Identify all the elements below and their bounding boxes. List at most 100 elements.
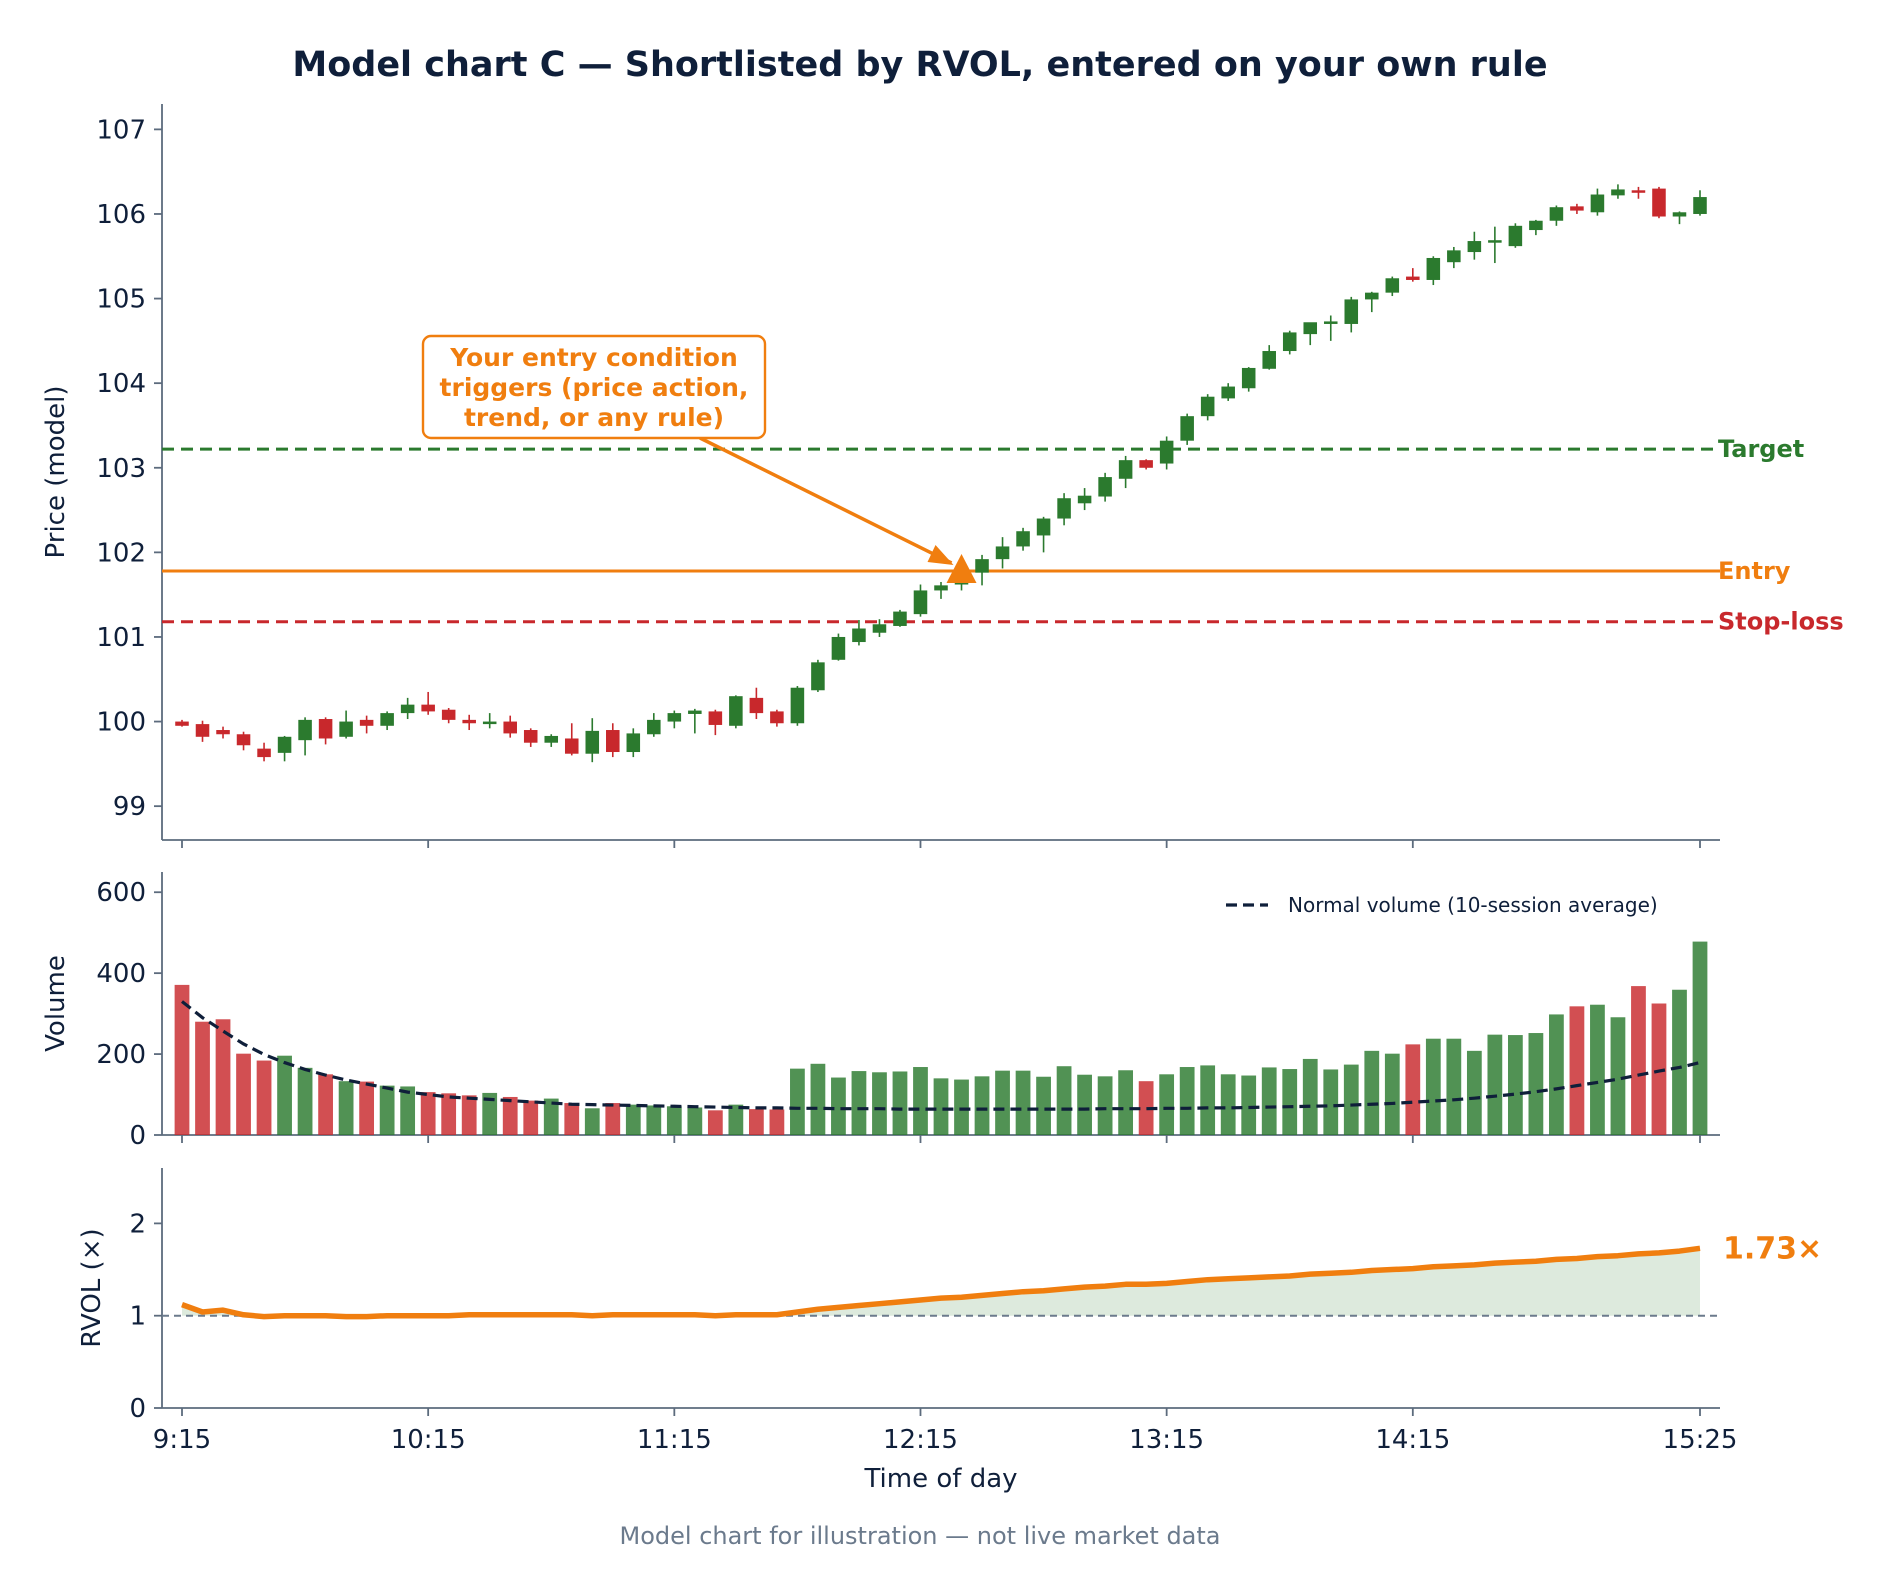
candle-body (1200, 396, 1215, 417)
candle-body (708, 711, 723, 725)
volume-bar (1159, 1074, 1175, 1135)
volume-bar (1610, 1017, 1626, 1135)
candle-body (1549, 207, 1564, 221)
volume-bar (441, 1093, 457, 1135)
candle-body (1323, 321, 1338, 324)
level-label-target: Target (1718, 435, 1804, 463)
candle-body (1159, 440, 1174, 464)
price-y-tick-label: 104 (96, 369, 146, 399)
volume-bar (338, 1081, 354, 1135)
candle-body (1529, 220, 1543, 231)
candle-body (790, 687, 805, 724)
normal-volume-line (181, 1000, 1701, 1111)
volume-bar (1097, 1076, 1113, 1135)
candle-body (1508, 225, 1523, 247)
candle-body (441, 709, 456, 720)
footer-note: Model chart for illustration — not live … (620, 1522, 1221, 1550)
candle-body (1077, 495, 1092, 504)
candle-body (318, 719, 333, 739)
volume-bar (195, 1021, 210, 1135)
candle-body (564, 738, 579, 754)
volume-bar (1528, 1033, 1544, 1135)
candle-body (1488, 240, 1502, 243)
rvol-y-tick-label: 2 (129, 1209, 146, 1239)
volume-bar (666, 1106, 682, 1135)
annotation-arrow-head (927, 544, 954, 565)
candle-body (482, 721, 497, 725)
volume-bar (954, 1079, 969, 1135)
candle-body (1590, 194, 1605, 213)
annotation-arrow-line (699, 436, 953, 565)
volume-bar (1036, 1076, 1051, 1135)
candle-body (1221, 386, 1235, 399)
candle-body (175, 721, 189, 726)
volume-bar (1056, 1066, 1072, 1135)
candle-body (1262, 351, 1276, 369)
candle-body (359, 719, 374, 726)
candle-body (1057, 498, 1071, 519)
candle-body (729, 696, 743, 726)
candle-body (913, 590, 928, 615)
candle-body (1365, 292, 1379, 300)
price-y-tick-label: 106 (96, 200, 146, 230)
volume-y-tick-label: 600 (96, 878, 146, 908)
volume-bar (728, 1104, 744, 1135)
candle-body (503, 721, 517, 734)
candle-body (852, 628, 866, 643)
candle-body (606, 730, 620, 753)
candle-body (893, 611, 907, 626)
price-y-tick-label: 101 (96, 623, 146, 653)
volume-y-axis-label: Volume (41, 955, 71, 1052)
candle-body (1406, 276, 1420, 280)
volume-bar (1323, 1069, 1339, 1135)
volume-bar (769, 1109, 785, 1135)
chart-title: Model chart C — Shortlisted by RVOL, ent… (292, 45, 1547, 85)
candle-body (195, 724, 210, 737)
volume-y-tick-label: 400 (96, 959, 146, 989)
volume-bar (318, 1074, 333, 1135)
volume-bar (687, 1107, 703, 1135)
entry-marker-triangle (946, 553, 977, 583)
volume-bar (523, 1100, 539, 1135)
candle-body (1241, 367, 1256, 389)
candle-body (585, 730, 600, 754)
volume-bar (236, 1053, 251, 1135)
candle-body (688, 710, 702, 714)
volume-bar (1405, 1044, 1421, 1135)
volume-bar (1651, 1003, 1667, 1135)
candle-body (1426, 257, 1441, 280)
volume-bar (1241, 1075, 1257, 1135)
volume-bar (359, 1081, 375, 1135)
level-label-stop-loss: Stop-loss (1718, 608, 1844, 636)
price-y-tick-label: 102 (96, 538, 146, 568)
candle-body (1344, 299, 1359, 324)
candle-body (749, 697, 764, 714)
annotation-text-line: triggers (price action, (440, 373, 749, 402)
volume-bar (1138, 1081, 1154, 1135)
candle-body (811, 662, 825, 691)
x-tick-label: 14:15 (1375, 1425, 1450, 1455)
volume-bar (174, 984, 190, 1135)
volume-bar (933, 1078, 949, 1135)
candle-body (1036, 518, 1051, 536)
volume-bar (872, 1072, 887, 1135)
volume-bar (277, 1055, 292, 1135)
volume-bar (564, 1103, 580, 1135)
volume-bar (605, 1103, 621, 1135)
volume-bar (1282, 1069, 1298, 1135)
candle-body (831, 636, 846, 660)
rvol-y-axis-label: RVOL (×) (77, 1228, 107, 1347)
volume-bar (584, 1108, 600, 1135)
volume-bar (995, 1070, 1010, 1135)
x-axis-label: Time of day (863, 1464, 1017, 1494)
candle-body (1098, 477, 1112, 497)
candle-body (1447, 250, 1461, 263)
candle-body (1118, 460, 1133, 479)
volume-bar (502, 1096, 518, 1135)
volume-bar (1466, 1050, 1482, 1135)
candle-body (975, 559, 989, 573)
volume-bar (543, 1098, 559, 1135)
volume-bar (1077, 1074, 1092, 1135)
volume-y-tick-label: 0 (129, 1121, 146, 1151)
